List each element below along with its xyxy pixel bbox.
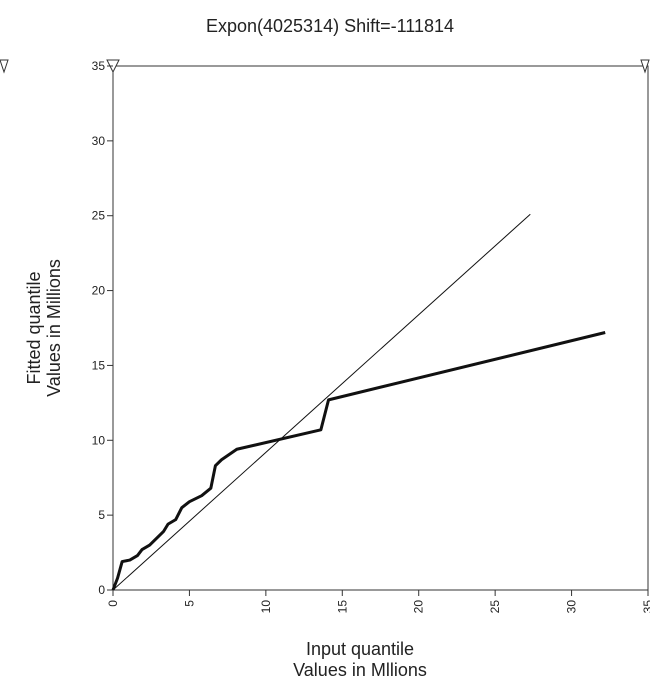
y-tick-label: 5 bbox=[98, 508, 105, 522]
x-tick-label: 10 bbox=[259, 600, 273, 614]
marker bbox=[640, 59, 650, 74]
marker bbox=[0, 59, 9, 74]
x-tick-label: 25 bbox=[488, 600, 502, 614]
y-tick-label: 15 bbox=[92, 358, 106, 372]
y-axis-label: Values in Millions bbox=[44, 259, 64, 397]
x-tick-label: 30 bbox=[565, 600, 579, 614]
y-tick-label: 25 bbox=[92, 209, 106, 223]
y-tick-label: 35 bbox=[92, 59, 106, 73]
x-tick-label: 35 bbox=[641, 600, 650, 614]
y-tick-label: 0 bbox=[98, 583, 105, 597]
x-axis-label: Values in Mllions bbox=[293, 660, 427, 680]
plot-frame bbox=[112, 65, 649, 591]
y-tick-label: 30 bbox=[92, 134, 106, 148]
y-axis-label: Fitted quantile bbox=[24, 271, 44, 384]
x-tick-label: 0 bbox=[106, 600, 120, 607]
x-tick-label: 20 bbox=[412, 600, 426, 614]
y-tick-label: 10 bbox=[92, 433, 106, 447]
series-line bbox=[112, 213, 531, 591]
x-tick-label: 5 bbox=[182, 600, 196, 607]
x-axis-label: Input quantile bbox=[306, 639, 414, 659]
x-tick-label: 15 bbox=[335, 600, 349, 614]
y-tick-label: 20 bbox=[92, 284, 106, 298]
chart-title: Expon(4025314) Shift=-111814 bbox=[206, 16, 454, 36]
series-line bbox=[111, 331, 606, 591]
